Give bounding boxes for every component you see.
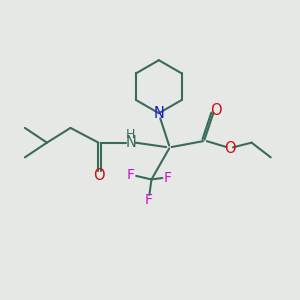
- Text: F: F: [145, 193, 152, 207]
- Text: H: H: [126, 128, 136, 141]
- Text: F: F: [127, 168, 135, 182]
- Text: O: O: [93, 168, 104, 183]
- Text: F: F: [164, 171, 172, 185]
- Text: N: N: [125, 135, 136, 150]
- Text: O: O: [224, 141, 235, 156]
- Text: O: O: [210, 103, 222, 118]
- Text: N: N: [153, 106, 164, 121]
